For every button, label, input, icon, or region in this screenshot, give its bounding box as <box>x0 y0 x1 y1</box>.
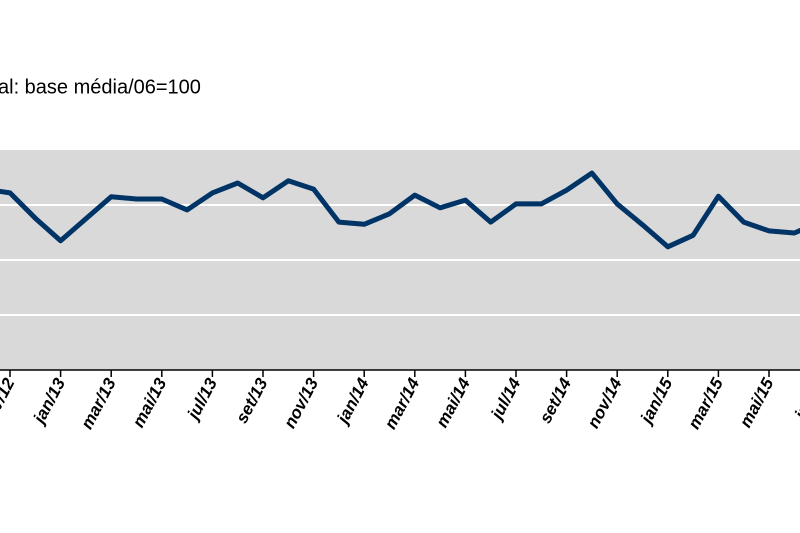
x-tick-label: jul/15 <box>790 374 800 424</box>
x-tick-label: set/14 <box>536 374 576 426</box>
x-tick-label: jul/14 <box>486 374 524 424</box>
x-tick-label: mai/14 <box>432 374 474 430</box>
x-tick-label: jul/13 <box>183 374 221 424</box>
data-line <box>0 170 800 250</box>
x-tick-label: mai/13 <box>129 374 171 430</box>
x-tick-label: mar/14 <box>381 374 424 432</box>
x-tick-label: jan/13 <box>29 374 70 428</box>
x-tick-label: nov/13 <box>280 374 322 431</box>
x-tick-label: mai/15 <box>736 374 778 430</box>
x-tick-label: nov/12 <box>0 374 19 431</box>
x-tick-label: jan/14 <box>332 374 373 428</box>
chart-title: al: base média/06=100 <box>0 76 201 98</box>
x-tick-label: mar/13 <box>77 374 120 432</box>
x-tick-label: set/13 <box>232 374 272 426</box>
x-tick-label: mar/15 <box>684 374 727 432</box>
x-tick-label: jan/15 <box>636 374 677 428</box>
x-tick-label: nov/14 <box>584 374 626 431</box>
